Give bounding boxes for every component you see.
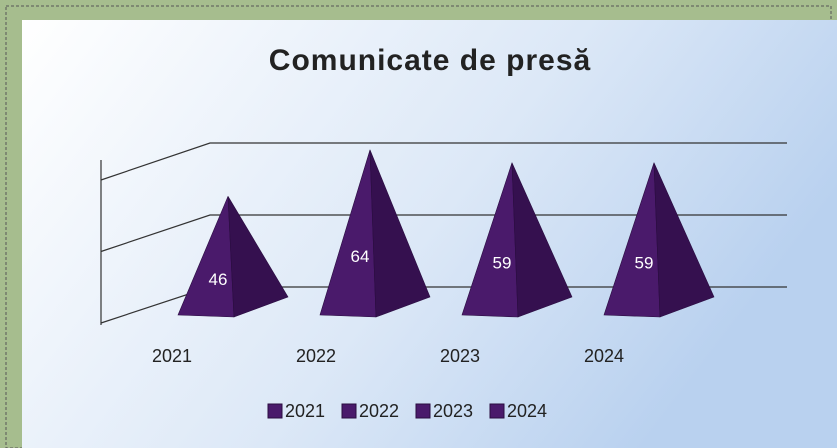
legend-label: 2021 xyxy=(285,401,325,421)
x-tick-label: 2021 xyxy=(152,346,192,366)
pyramid xyxy=(603,162,715,318)
legend-swatch xyxy=(415,403,431,419)
pyramid xyxy=(177,196,289,318)
legend-label: 2023 xyxy=(433,401,473,421)
x-tick-label: 2024 xyxy=(584,346,624,366)
legend-swatch xyxy=(489,403,505,419)
legend-label: 2022 xyxy=(359,401,399,421)
pyramid-face xyxy=(227,196,289,318)
chart-title: Comunicate de presă xyxy=(269,44,591,77)
data-label: 59 xyxy=(635,253,654,272)
pyramid xyxy=(461,162,573,318)
pyramid-face xyxy=(511,162,573,318)
x-tick-label: 2023 xyxy=(440,346,480,366)
grid-line xyxy=(100,142,787,181)
data-label: 46 xyxy=(209,270,228,289)
pyramid xyxy=(319,149,431,318)
x-tick-label: 2022 xyxy=(296,346,336,366)
legend-swatch xyxy=(341,403,357,419)
legend-swatch xyxy=(267,403,283,419)
grid-line xyxy=(100,214,787,253)
plot-panel xyxy=(22,20,837,448)
data-label: 64 xyxy=(351,247,370,266)
pyramid-face xyxy=(369,149,431,318)
legend-label: 2024 xyxy=(507,401,547,421)
data-label: 59 xyxy=(493,253,512,272)
pyramid-face xyxy=(653,162,715,318)
